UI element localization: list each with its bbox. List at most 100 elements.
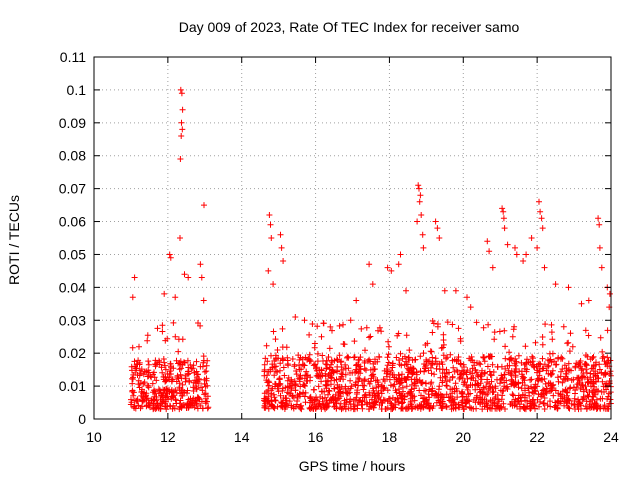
data-point (585, 297, 592, 304)
data-point (274, 369, 281, 375)
data-point (487, 371, 494, 378)
data-point (490, 389, 497, 395)
data-point (355, 357, 362, 364)
data-point (280, 364, 287, 371)
data-point (326, 364, 333, 371)
data-point (403, 332, 410, 339)
data-point (417, 353, 424, 360)
data-point (463, 397, 470, 404)
data-point (425, 391, 432, 398)
data-point (607, 357, 614, 364)
data-point (525, 385, 532, 392)
data-point (512, 355, 519, 362)
data-point (566, 405, 573, 412)
data-point (407, 390, 414, 397)
data-point (407, 400, 414, 406)
data-point (596, 221, 603, 228)
data-point (486, 354, 493, 360)
data-point (268, 235, 275, 241)
data-point (595, 387, 601, 394)
data-point (376, 394, 383, 400)
data-point (145, 382, 152, 389)
data-point (144, 332, 151, 339)
data-point (376, 353, 382, 360)
data-point (352, 379, 359, 386)
data-point (506, 356, 513, 363)
data-point (326, 388, 333, 395)
data-point (474, 382, 481, 389)
data-point (397, 380, 404, 386)
data-point (130, 392, 137, 399)
data-point (535, 376, 542, 383)
data-point (129, 367, 135, 374)
data-point (555, 378, 562, 385)
data-point (298, 366, 305, 373)
data-point (270, 404, 277, 411)
data-point (428, 348, 435, 355)
data-point (545, 357, 551, 363)
data-point (606, 370, 613, 377)
data-point (269, 364, 276, 371)
data-point (451, 385, 458, 392)
data-point (501, 225, 508, 232)
data-point (580, 382, 586, 389)
data-point (519, 391, 526, 398)
data-point (358, 325, 365, 332)
data-point (188, 400, 195, 407)
data-point (278, 399, 285, 406)
data-point (149, 380, 156, 387)
data-point (480, 384, 487, 391)
data-point (524, 356, 530, 363)
data-point (161, 362, 168, 369)
data-point (204, 382, 211, 389)
data-point (491, 336, 498, 343)
data-point (604, 327, 611, 334)
data-point (518, 385, 525, 392)
data-point (595, 375, 602, 381)
data-point (447, 393, 454, 400)
data-point (347, 385, 354, 392)
data-point (549, 336, 556, 343)
data-point (477, 373, 484, 380)
data-point (389, 364, 396, 371)
data-point (292, 314, 299, 320)
data-point (530, 363, 537, 370)
data-point (340, 321, 346, 328)
data-point (436, 235, 443, 241)
data-point (467, 390, 474, 397)
data-point (554, 398, 561, 405)
data-point (194, 371, 201, 378)
data-point (514, 398, 521, 405)
data-point (264, 397, 271, 404)
data-point (412, 356, 419, 363)
data-point (322, 394, 328, 401)
data-point (323, 365, 330, 372)
data-point (146, 369, 153, 376)
data-point (528, 376, 535, 383)
data-point (497, 387, 504, 394)
data-point (363, 367, 369, 374)
y-tick-label: 0.08 (59, 148, 86, 164)
data-point (429, 361, 436, 368)
data-point (467, 369, 474, 375)
data-point (544, 402, 551, 409)
data-point (437, 391, 444, 398)
data-point (203, 362, 210, 369)
data-point (420, 244, 427, 251)
x-tick-label: 12 (160, 429, 176, 445)
data-point (536, 360, 543, 367)
data-point (588, 378, 595, 385)
data-point (158, 364, 165, 371)
data-point (465, 384, 472, 391)
x-axis-label: GPS time / hours (299, 458, 406, 474)
data-point (319, 352, 326, 359)
data-point (365, 406, 372, 413)
grid-lines (94, 57, 611, 419)
data-point (176, 380, 183, 387)
data-point (278, 244, 285, 251)
data-point (548, 329, 555, 336)
data-point (343, 399, 350, 406)
data-point (201, 202, 207, 209)
data-point (311, 344, 318, 351)
data-point (324, 361, 331, 368)
